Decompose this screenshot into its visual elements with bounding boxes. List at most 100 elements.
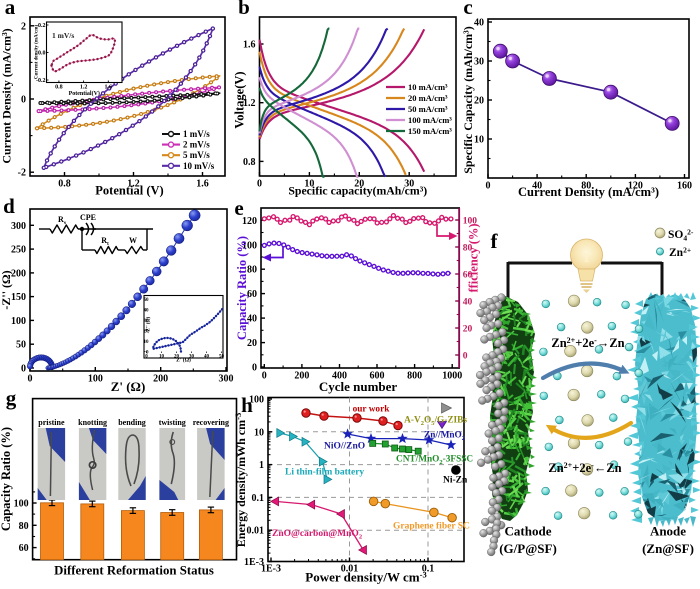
svg-text:80: 80 xyxy=(463,244,473,254)
svg-text:40: 40 xyxy=(144,308,150,313)
svg-text:0: 0 xyxy=(21,364,26,375)
svg-text:(G/P@SF): (G/P@SF) xyxy=(499,541,557,556)
svg-text:20: 20 xyxy=(354,179,364,190)
svg-text:0: 0 xyxy=(463,352,468,362)
svg-text:100 mA/cm³: 100 mA/cm³ xyxy=(408,115,452,125)
svg-text:pristine: pristine xyxy=(38,418,65,427)
svg-text:Different Reformation Status: Different Reformation Status xyxy=(54,564,214,578)
svg-text:Capacity Ratio (%): Capacity Ratio (%) xyxy=(235,236,249,340)
svg-text:1.2: 1.2 xyxy=(243,98,256,109)
svg-text:ZnO@carbon@MnO2: ZnO@carbon@MnO2 xyxy=(272,529,362,541)
svg-text:Z' (Ω): Z' (Ω) xyxy=(176,357,191,364)
svg-text:80: 80 xyxy=(247,265,257,276)
svg-text:40: 40 xyxy=(204,355,210,360)
svg-text:e: e xyxy=(234,196,243,220)
svg-text:h: h xyxy=(241,393,253,417)
svg-text:1: 1 xyxy=(259,460,264,471)
svg-text:0: 0 xyxy=(146,350,149,355)
svg-text:10: 10 xyxy=(474,135,484,146)
svg-text:CNT/MnO2-3FSSC: CNT/MnO2-3FSSC xyxy=(396,455,473,467)
svg-text:CPE: CPE xyxy=(80,213,96,222)
svg-text:10: 10 xyxy=(254,427,264,438)
svg-text:400: 400 xyxy=(332,371,347,382)
svg-text:1E-3: 1E-3 xyxy=(244,557,264,568)
svg-text:Zn2++2e-→Zn: Zn2++2e-→Zn xyxy=(551,336,624,350)
svg-text:T: T xyxy=(582,251,592,266)
svg-text:1E-3: 1E-3 xyxy=(261,564,281,575)
svg-text:-Z'' (Ω): -Z'' (Ω) xyxy=(147,316,152,333)
svg-text:50: 50 xyxy=(16,340,26,351)
svg-text:(Zn@SF): (Zn@SF) xyxy=(642,541,694,556)
svg-text:300: 300 xyxy=(11,221,26,232)
svg-text:2 mV/s: 2 mV/s xyxy=(183,140,210,150)
svg-text:Ni-Zn: Ni-Zn xyxy=(443,476,468,486)
svg-text:0: 0 xyxy=(145,355,148,360)
svg-text:Rt: Rt xyxy=(101,236,109,247)
svg-text:100: 100 xyxy=(11,316,26,327)
svg-text:120: 120 xyxy=(242,216,257,227)
svg-text:recovering: recovering xyxy=(193,418,229,427)
svg-text:0: 0 xyxy=(28,374,33,385)
svg-text:Cathode: Cathode xyxy=(505,524,552,539)
svg-text:30: 30 xyxy=(474,57,484,68)
svg-text:knotting: knotting xyxy=(78,418,107,427)
svg-text:1.6: 1.6 xyxy=(243,40,256,51)
svg-text:150: 150 xyxy=(11,292,26,303)
svg-text:10 mV/s: 10 mV/s xyxy=(183,161,215,171)
svg-text:-2: -2 xyxy=(18,168,26,179)
svg-text:100: 100 xyxy=(249,395,264,406)
svg-text:50 mA/cm³: 50 mA/cm³ xyxy=(408,104,448,114)
svg-text:0.1: 0.1 xyxy=(422,564,435,575)
svg-text:5 mV/s: 5 mV/s xyxy=(183,150,210,160)
svg-text:Anode: Anode xyxy=(650,524,686,539)
svg-text:40: 40 xyxy=(532,181,542,192)
svg-text:20: 20 xyxy=(474,96,484,107)
svg-text:0.0: 0.0 xyxy=(38,51,46,57)
svg-text:1.2: 1.2 xyxy=(127,179,140,190)
svg-text:120: 120 xyxy=(628,181,643,192)
svg-text:Current Density (mA/cm³): Current Density (mA/cm³) xyxy=(518,185,659,199)
svg-text:30: 30 xyxy=(144,319,150,324)
svg-text:Specific capacity(mAh/cm³): Specific capacity(mAh/cm³) xyxy=(288,184,427,198)
svg-text:Current Density (mA/cm³): Current Density (mA/cm³) xyxy=(0,28,14,163)
svg-text:1.6: 1.6 xyxy=(105,85,113,91)
svg-text:1.2: 1.2 xyxy=(80,85,88,91)
svg-text:100: 100 xyxy=(88,374,103,385)
svg-text:A-V2O5/G-ZIBs: A-V2O5/G-ZIBs xyxy=(404,416,467,428)
svg-text:a: a xyxy=(5,0,16,19)
svg-text:40: 40 xyxy=(463,298,473,308)
svg-text:10: 10 xyxy=(304,179,314,190)
svg-text:W: W xyxy=(129,236,137,245)
svg-text:Potential(V): Potential(V) xyxy=(69,90,100,97)
svg-text:Zn//MnO2: Zn//MnO2 xyxy=(424,431,465,443)
svg-text:10 mA/cm³: 10 mA/cm³ xyxy=(408,82,448,92)
svg-text:2: 2 xyxy=(21,21,26,32)
svg-text:Graphene fiber SC: Graphene fiber SC xyxy=(393,522,470,532)
svg-text:-0.2: -0.2 xyxy=(36,78,46,84)
svg-text:100: 100 xyxy=(242,240,257,251)
svg-text:0: 0 xyxy=(252,363,257,374)
svg-text:10: 10 xyxy=(159,355,165,360)
svg-text:160: 160 xyxy=(677,181,692,192)
svg-text:60: 60 xyxy=(19,543,29,554)
svg-text:NiO//ZnO: NiO//ZnO xyxy=(324,442,365,452)
svg-text:0.1: 0.1 xyxy=(252,493,265,504)
svg-text:g: g xyxy=(6,386,17,410)
svg-text:Cycle number: Cycle number xyxy=(319,379,398,394)
svg-text:twisting: twisting xyxy=(159,418,186,427)
svg-text:Specific Capacity (mAh/cm³): Specific Capacity (mAh/cm³) xyxy=(461,26,475,174)
svg-text:20 mA/cm³: 20 mA/cm³ xyxy=(408,93,448,103)
svg-text:50: 50 xyxy=(219,355,225,360)
svg-text:200: 200 xyxy=(11,268,26,279)
svg-text:1.6: 1.6 xyxy=(196,179,209,190)
svg-text:1 mV/s: 1 mV/s xyxy=(183,129,210,139)
svg-text:0.01: 0.01 xyxy=(341,564,359,575)
svg-text:1 mV/s: 1 mV/s xyxy=(52,31,74,40)
svg-text:c: c xyxy=(463,0,472,19)
svg-text:300: 300 xyxy=(218,374,233,385)
svg-text:0.8: 0.8 xyxy=(243,157,256,168)
svg-text:200: 200 xyxy=(153,374,168,385)
svg-text:our work: our work xyxy=(353,405,391,415)
svg-text:600: 600 xyxy=(370,371,385,382)
svg-text:0.8: 0.8 xyxy=(58,179,71,190)
